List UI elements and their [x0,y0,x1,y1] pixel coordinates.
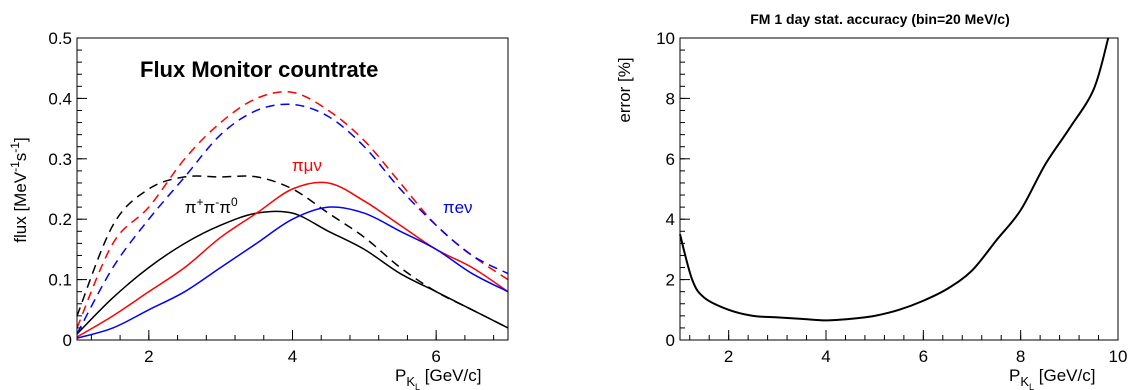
left-x-tick-label: 4 [288,347,297,366]
left-x-tick-label: 2 [144,347,153,366]
right-chart: 2 4 6 8 10 0 2 4 6 8 10 FM 1 day stat. accuracy (b… [615,11,1127,390]
right-x-tick-label: 10 [1109,347,1128,366]
left-curve-label: πμν [292,156,322,175]
right-x-tick-label: 6 [919,347,928,366]
right-x-tick-label: 2 [724,347,733,366]
left-chart: 2 4 6 0 0.1 0.2 0.3 0.4 0.5 Flux Monitor countra… [8,29,509,390]
left-curve-label-k3pi: π+π-π0 [185,195,238,217]
right-plot-frame [679,37,1119,341]
right-y-tick-label: 0 [666,331,675,350]
right-series-error [679,37,1110,322]
left-series-ke3_dashed [76,103,509,335]
right-x-axis-label: PKL [GeV/c] [1009,366,1095,390]
right-y-tick-label: 8 [666,89,675,108]
right-x-tick-label: 4 [821,347,830,366]
right-y-axis-label: error [%] [615,57,634,122]
left-series-ke3_solid [76,206,509,339]
right-chart-title: FM 1 day stat. accuracy (bin=20 MeV/c) [750,11,1010,27]
left-series-k3pi_solid [76,210,509,335]
left-y-axis-label: flux [MeV-1s-1] [8,137,30,242]
left-x-axis-label: PKL [GeV/c] [395,366,481,390]
left-y-tick-label: 0.1 [48,271,72,290]
right-y-tick-label: 2 [666,271,675,290]
left-curve-label: πeν [443,198,473,217]
left-y-tick-label: 0.5 [48,29,72,48]
right-y-tick-label: 6 [666,150,675,169]
left-chart-title: Flux Monitor countrate [140,57,378,82]
left-y-tick-label: 0.4 [48,89,72,108]
right-y-tick-label: 10 [656,29,675,48]
right-y-tick-label: 4 [666,210,675,229]
left-y-tick-label: 0.2 [48,210,72,229]
left-x-tick-label: 6 [431,347,440,366]
left-y-tick-label: 0.3 [48,150,72,169]
left-y-tick-label: 0 [63,331,72,350]
right-x-tick-label: 8 [1016,347,1025,366]
